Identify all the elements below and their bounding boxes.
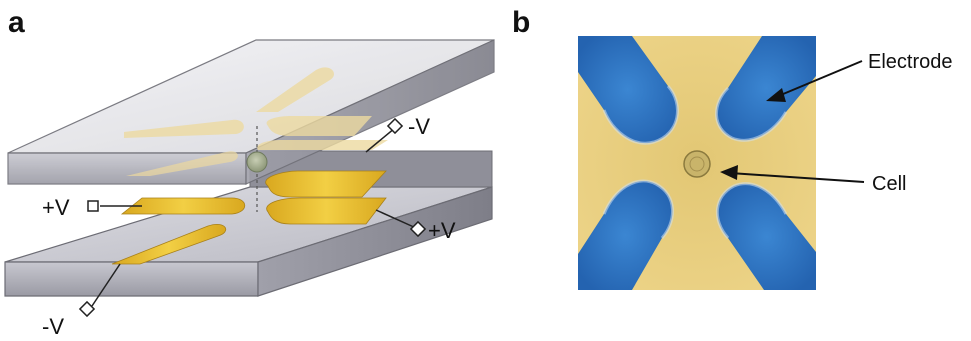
electrode-bottom-right-rim [715,182,788,239]
bottom-electrode-lower-right [266,197,387,225]
wire-bottom-left [91,263,121,307]
terminal-bottom-left-label: -V [42,314,64,339]
callouts: Electrode Cell [720,51,953,195]
electrode-top-left [578,36,678,144]
wire-right [375,209,417,229]
electrode-top-right-rim [715,86,788,142]
panel-b-letter: b [512,6,530,39]
electrode-callout-label: Electrode [868,51,953,73]
bottom-electrode-left [120,197,246,215]
cell-sphere [246,151,268,173]
micrograph [578,36,816,290]
top-electrode-faded-4 [257,140,388,150]
terminal-top-right [386,117,404,135]
electrode-top-left-rim [602,85,679,145]
cell-arrow-head [720,165,738,180]
electrode-arrow-head [766,88,786,102]
electrode-arrow-line [775,60,863,98]
bottom-electrode-upper-right [265,170,387,198]
terminal-right [409,220,427,238]
bottom-plate-right-face [257,186,493,297]
top-electrode-faded-2 [124,119,244,138]
bottom-plate-front-face [4,261,259,297]
cell-arrow-line [729,172,865,183]
micrograph-cell [683,150,711,178]
electrode-top-right [716,36,816,141]
wire-top-right [365,127,396,153]
top-plate [7,39,495,185]
micrograph-cell-inner [689,156,705,172]
panel-a-letter: a [8,6,25,39]
terminal-right-label: +V [428,218,456,243]
terminal-left-label: +V [42,195,70,220]
electrode-bottom-left [578,180,673,290]
electrode-bottom-right [717,183,816,290]
top-electrode-faded-3 [266,116,372,136]
terminal-bottom-left [78,300,96,318]
terminal-top-right-label: -V [408,114,430,139]
electrode-bottom-left-rim [602,179,675,239]
cell-callout-label: Cell [872,173,906,195]
bottom-electrode-lower-left [111,224,227,265]
top-electrode-faded-5 [126,151,238,176]
top-electrode-faded-1 [256,67,335,112]
electrode-chamber-diagram: -V +V +V -V [4,39,495,339]
terminals: -V +V +V -V [42,114,456,339]
bottom-electrodes [111,170,387,265]
terminal-left [87,200,99,212]
